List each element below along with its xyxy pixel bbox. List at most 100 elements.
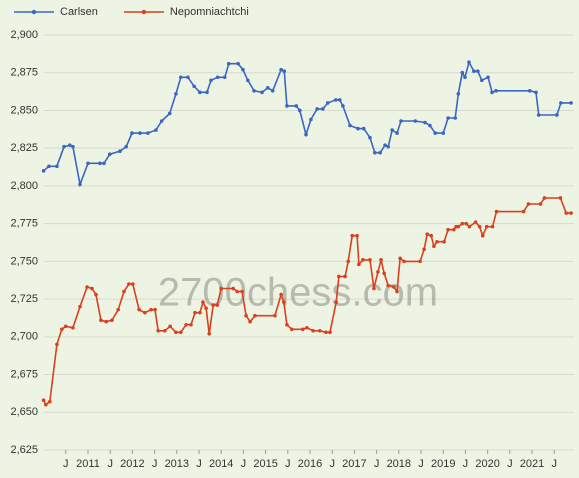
point (464, 221, 469, 226)
y-tick-label: 2,900 (10, 29, 38, 41)
point (467, 60, 471, 64)
y-tick-label: 2,875 (10, 67, 38, 79)
point (456, 92, 461, 96)
point (378, 150, 382, 155)
point (361, 258, 365, 262)
x-tick-label: J (507, 458, 513, 470)
point (205, 90, 209, 95)
y-tick-label: 2,650 (10, 406, 38, 418)
point (235, 289, 239, 294)
point (193, 310, 197, 315)
point (423, 120, 427, 125)
point (341, 104, 345, 108)
point (153, 307, 157, 312)
point (422, 247, 426, 252)
point (433, 131, 438, 135)
point (395, 289, 399, 294)
point (146, 131, 150, 135)
x-tick-label: J (152, 458, 158, 470)
y-tick-label: 2,625 (10, 444, 38, 456)
point (163, 328, 167, 333)
point (368, 135, 372, 140)
legend-marker (31, 9, 37, 15)
point (174, 92, 178, 96)
x-tick-label: J (196, 458, 202, 470)
point (569, 211, 573, 215)
point (442, 239, 446, 244)
point (480, 233, 485, 238)
point (441, 131, 446, 135)
point (226, 61, 231, 66)
point (149, 307, 153, 312)
point (186, 75, 190, 80)
point (324, 330, 328, 335)
point (231, 286, 235, 291)
point (244, 313, 248, 318)
point (317, 328, 322, 333)
point (435, 239, 439, 244)
point (116, 307, 120, 312)
point (398, 256, 402, 261)
point (486, 75, 490, 80)
point (55, 164, 59, 169)
point (337, 274, 341, 279)
point (309, 117, 313, 122)
point (490, 224, 495, 229)
point (198, 90, 202, 95)
point (240, 289, 244, 294)
point (85, 285, 89, 289)
point (159, 119, 164, 123)
point (301, 327, 305, 332)
point (472, 69, 476, 74)
point (356, 126, 360, 131)
point (476, 69, 480, 74)
point (467, 224, 472, 229)
point (425, 232, 430, 236)
point (305, 325, 309, 330)
point (71, 325, 75, 330)
x-tick-label: 2013 (165, 458, 189, 470)
x-tick-label: 2017 (342, 458, 366, 470)
y-tick-label: 2,850 (10, 104, 38, 116)
point (64, 324, 68, 329)
point (382, 271, 386, 276)
point (118, 149, 122, 153)
point (94, 292, 98, 297)
x-tick-label: 2019 (431, 458, 455, 470)
point (477, 224, 482, 229)
point (124, 144, 128, 149)
point (321, 107, 325, 111)
point (252, 89, 256, 93)
point (71, 144, 75, 149)
point (41, 398, 46, 403)
point (460, 221, 465, 226)
point (343, 274, 347, 279)
y-tick-label: 2,725 (10, 293, 38, 305)
point (494, 89, 498, 93)
point (246, 78, 250, 83)
point (107, 152, 112, 157)
point (432, 244, 436, 249)
point (348, 123, 352, 128)
point (473, 220, 478, 224)
point (266, 86, 270, 90)
point (538, 202, 543, 206)
x-tick-label: 2016 (298, 458, 322, 470)
point (350, 233, 354, 238)
point (282, 300, 286, 304)
point (484, 224, 489, 229)
point (167, 111, 172, 116)
point (480, 78, 484, 83)
point (357, 262, 361, 267)
point (198, 310, 202, 315)
point (62, 144, 66, 149)
point (131, 282, 135, 286)
x-tick-label: 2011 (76, 458, 100, 470)
point (490, 90, 494, 95)
point (273, 313, 277, 318)
point (368, 258, 372, 262)
legend-label: Carlsen (60, 6, 98, 18)
point (361, 126, 366, 131)
point (211, 303, 216, 307)
